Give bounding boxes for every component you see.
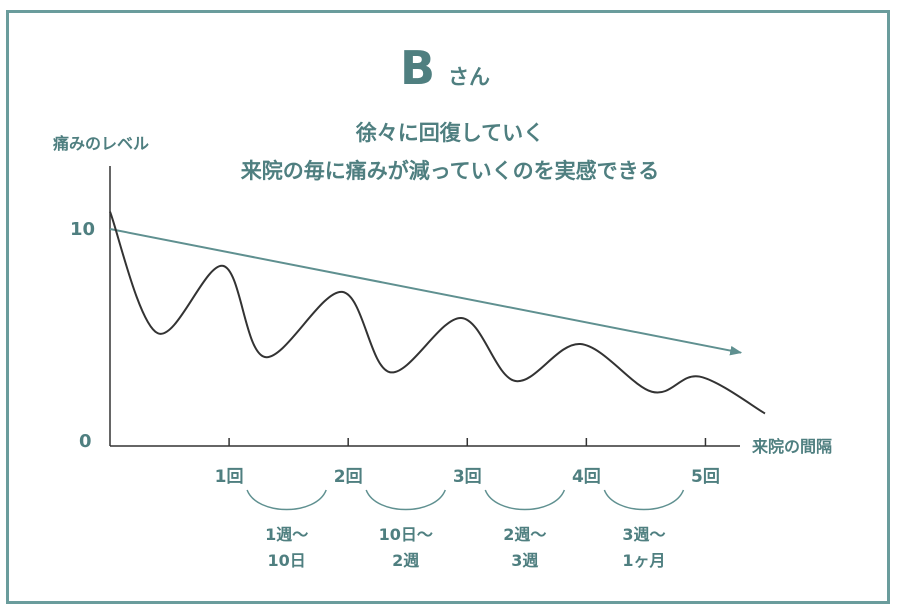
interval-label: 2週 [392,551,419,570]
interval-bracket [484,489,566,511]
pain-curve [109,211,766,415]
interval-label: 2週〜 [503,525,546,544]
x-tick-label: 2回 [334,467,363,487]
y-tick-min: 0 [79,431,92,452]
y-axis-label: 痛みのレベル [52,134,149,153]
chart-frame [6,10,890,604]
x-tick-label: 5回 [691,467,720,487]
interval-bracket [603,489,685,511]
x-tick-label: 4回 [572,467,601,487]
interval-label: 3週 [511,551,538,570]
chart-title-letter: B [400,41,435,95]
subtitle-line-1: 徐々に回復していく [355,121,544,145]
chart-title-suffix: さん [448,65,490,89]
y-tick-max: 10 [70,219,95,240]
interval-bracket [365,489,446,511]
interval-label: 1ヶ月 [622,551,665,570]
x-axis-label: 来院の間隔 [751,437,832,456]
interval-label: 10日 [267,551,305,570]
subtitle-line-2: 来院の毎に痛みが減っていくのを実感できる [241,159,660,183]
interval-label: 10日〜 [379,525,433,544]
x-tick-label: 1回 [215,467,244,487]
interval-label: 1週〜 [265,525,308,544]
x-tick-label: 3回 [453,467,482,487]
interval-label: 3週〜 [622,525,665,544]
trend-arrow [109,228,743,356]
interval-bracket [246,489,327,511]
